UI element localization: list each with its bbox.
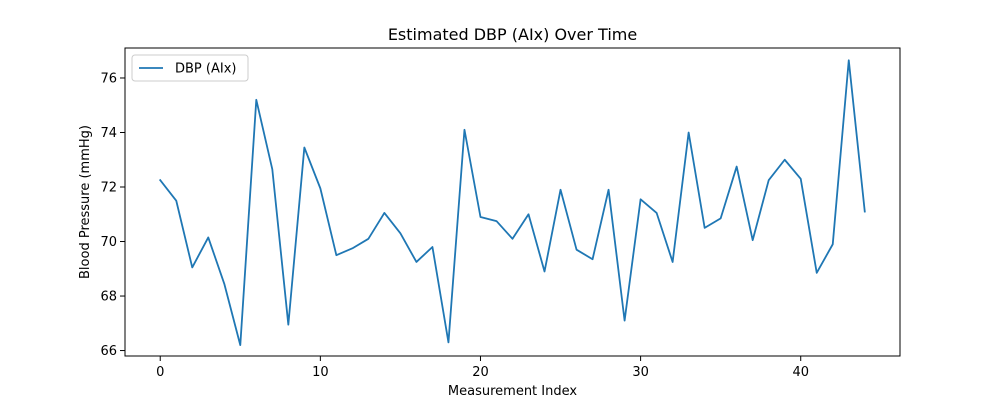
legend-box	[131, 54, 249, 82]
y-tick-label: 76	[100, 71, 117, 86]
plot-frame	[124, 47, 901, 357]
x-axis: 0 10 20 30 40	[156, 356, 809, 380]
y-axis-label: Blood Pressure (mmHg)	[78, 125, 93, 279]
x-tick-label: 30	[632, 365, 649, 380]
x-tick-label: 40	[792, 365, 809, 380]
legend-label: DBP (AIx)	[175, 62, 236, 77]
x-tick-label: 10	[312, 365, 329, 380]
chart-title: Estimated DBP (AIx) Over Time	[388, 25, 637, 44]
y-tick-label: 68	[100, 290, 117, 305]
y-axis: 66 68 70 72 74 76	[100, 71, 125, 359]
y-tick-label: 74	[100, 126, 117, 141]
x-tick-label: 20	[472, 365, 489, 380]
y-tick-label: 70	[100, 235, 117, 250]
x-axis-label: Measurement Index	[448, 384, 577, 399]
legend: DBP (AIx)	[131, 54, 249, 82]
x-tick-label: 0	[156, 365, 164, 380]
plot-area	[158, 59, 866, 347]
y-tick-label: 72	[100, 181, 117, 196]
y-tick-label: 66	[100, 344, 117, 359]
